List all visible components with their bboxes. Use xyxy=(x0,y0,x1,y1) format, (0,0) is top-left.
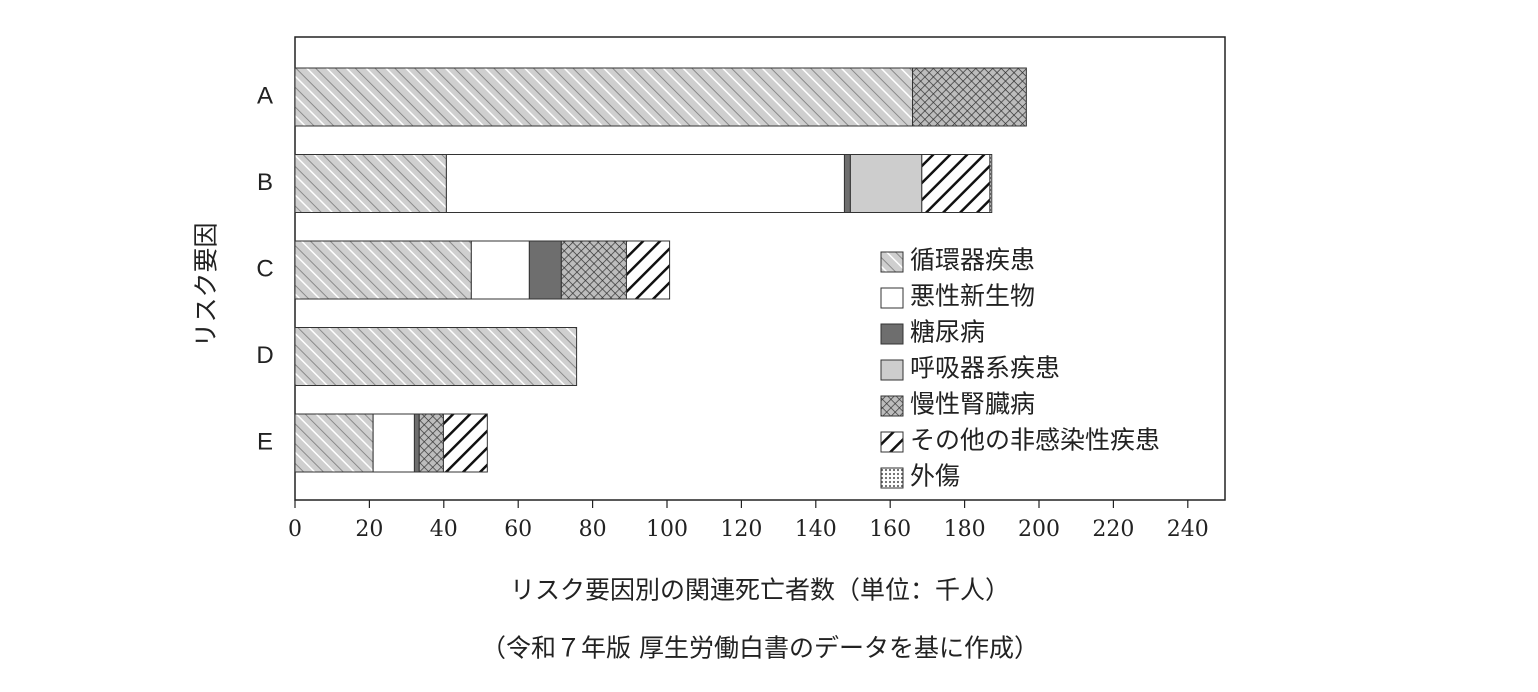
bar-segment xyxy=(442,413,488,473)
x-tick-label: 180 xyxy=(944,517,986,542)
legend-label: その他の非感染性疾患 xyxy=(910,426,1160,455)
legend-swatch xyxy=(880,323,904,345)
x-tick-label: 160 xyxy=(869,517,911,542)
legend-label: 循環器疾患 xyxy=(910,246,1035,275)
legend-label: 外傷 xyxy=(910,462,960,491)
legend-swatch xyxy=(880,359,904,381)
bar-segment xyxy=(989,154,993,213)
bar-segment xyxy=(413,413,420,473)
bar-segment xyxy=(560,240,627,300)
legend-swatch xyxy=(880,251,904,273)
x-tick-label: 60 xyxy=(504,517,532,542)
bar-segment xyxy=(921,154,991,213)
bar-segment xyxy=(294,67,914,127)
x-tick-label: 240 xyxy=(1167,517,1209,542)
legend-swatch xyxy=(880,395,904,417)
x-tick-label: 200 xyxy=(1018,517,1060,542)
bar-segment xyxy=(418,413,444,473)
legend-label: 慢性腎臓病 xyxy=(910,390,1035,419)
bar-segment xyxy=(849,154,923,213)
legend-label: 呼吸器系疾患 xyxy=(910,354,1060,383)
bar-segment xyxy=(843,154,851,213)
bar-segment xyxy=(294,413,374,473)
bar-segment xyxy=(294,240,472,300)
bar-segment xyxy=(294,154,447,213)
source-note: （令和７年版 厚生労働白書のデータを基に作成） xyxy=(481,634,1039,663)
legend-swatch xyxy=(880,287,904,309)
y-tick-label: B xyxy=(257,169,273,196)
x-tick-label: 140 xyxy=(795,517,837,542)
bar-segment xyxy=(445,154,845,213)
y-tick-label: A xyxy=(257,82,273,109)
x-axis-label: リスク要因別の関連死亡者数（単位：千人） xyxy=(510,576,1010,605)
bar-segment xyxy=(294,327,578,386)
legend-label: 糖尿病 xyxy=(910,318,985,347)
bar-segment xyxy=(470,240,530,300)
x-tick-label: 100 xyxy=(646,517,688,542)
x-tick-label: 120 xyxy=(720,517,762,542)
x-tick-label: 80 xyxy=(579,517,607,542)
bar-segment xyxy=(528,240,562,300)
y-tick-label: C xyxy=(256,255,273,282)
y-tick-label: D xyxy=(256,342,273,369)
y-axis-label: リスク要因 xyxy=(192,222,221,347)
bar-segment xyxy=(625,240,671,300)
x-tick-label: 20 xyxy=(355,517,383,542)
x-tick-label: 220 xyxy=(1092,517,1134,542)
x-tick-label: 0 xyxy=(288,517,302,542)
bar-segment xyxy=(912,67,1027,127)
legend-swatch xyxy=(880,467,904,489)
legend-swatch xyxy=(880,431,904,453)
y-tick-label: E xyxy=(257,428,273,455)
bar-segment xyxy=(372,413,415,473)
legend-label: 悪性新生物 xyxy=(910,282,1035,311)
x-tick-label: 40 xyxy=(430,517,458,542)
